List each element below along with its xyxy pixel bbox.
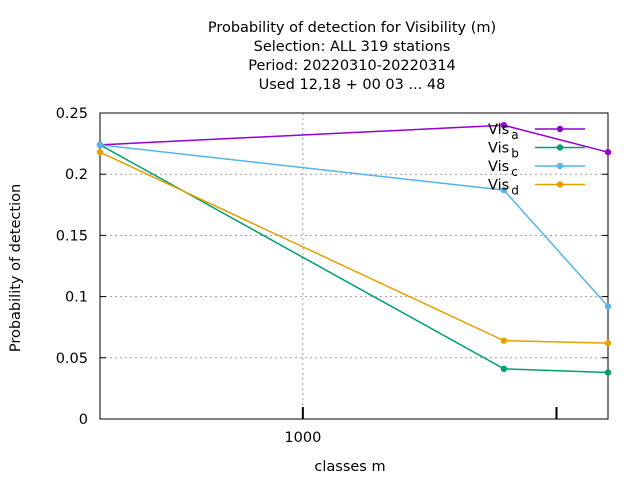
legend-marker-vis-a <box>556 125 564 133</box>
title-line-1: Probability of detection for Visibility … <box>208 20 496 36</box>
y-tick-label: 0.25 <box>56 106 88 122</box>
y-tick-label: 0.2 <box>65 167 88 183</box>
data-point-vis-d <box>604 339 612 347</box>
data-point-vis-b <box>604 369 612 376</box>
grid <box>100 113 608 419</box>
data-point-vis-a <box>500 122 508 129</box>
x-tick-label: 1000 <box>284 430 321 446</box>
legend-marker-vis-c <box>556 162 564 170</box>
chart-title: Probability of detection for Visibility … <box>208 20 496 93</box>
y-tick-label: 0.05 <box>56 351 88 367</box>
y-axis-label: Probability of detection <box>8 184 24 352</box>
title-line-2: Selection: ALL 319 stations <box>254 39 451 55</box>
y-tick-label: 0 <box>79 412 88 428</box>
series-line-vis-a <box>99 124 609 153</box>
axis-ticks: 0 0.05 0.1 0.15 0.2 0.25 1000 <box>56 106 608 446</box>
legend-marker-vis-b <box>556 144 564 151</box>
legend-label-vis-d: Vis d <box>488 178 519 198</box>
data-point-vis-d <box>96 148 104 156</box>
data-point-vis-b <box>500 365 508 373</box>
data-point-vis-c <box>96 141 104 149</box>
legend-marker-vis-d <box>556 181 564 188</box>
y-tick-label: 0.1 <box>65 290 88 306</box>
data-point-vis-d <box>500 337 508 344</box>
data-point-vis-a <box>604 148 612 156</box>
legend-label-vis-b: Vis b <box>488 141 519 161</box>
series-line-vis-b <box>99 144 609 374</box>
series-line-vis-d <box>99 151 609 344</box>
data-point-vis-c <box>500 186 508 194</box>
plot-frame <box>99 112 609 420</box>
legend-label-vis-a: Vis a <box>488 122 519 142</box>
title-line-4: Used 12,18 + 00 03 ... 48 <box>259 77 446 93</box>
data-point-vis-c <box>604 303 612 310</box>
legend-label-vis-c: Vis c <box>488 159 518 179</box>
series-line-vis-c <box>99 144 609 307</box>
title-line-3: Period: 20220310-20220314 <box>248 58 456 74</box>
y-tick-label: 0.15 <box>56 228 88 244</box>
x-axis-label: classes m <box>314 459 385 475</box>
series <box>96 122 612 376</box>
